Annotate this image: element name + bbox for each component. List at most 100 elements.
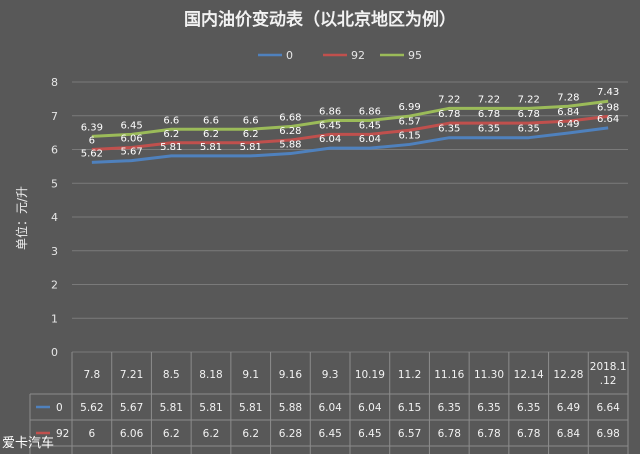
data-label: 5.62 <box>81 148 103 159</box>
data-labels: 5.62 5.67 5.81 5.81 5.81 5.88 6.04 6.04 6.15 6.35… <box>81 87 620 159</box>
data-label: 6.49 <box>557 119 579 130</box>
y-tick-label: 2 <box>51 279 58 292</box>
data-label: 6.45 <box>120 120 142 131</box>
table-cell: 5.67 <box>120 402 143 414</box>
table-cell: 5.81 <box>160 402 183 414</box>
data-label: 7.43 <box>597 87 619 98</box>
y-tick-label: 5 <box>51 177 58 190</box>
data-label: 6.64 <box>597 114 619 125</box>
legend-label-92: 92 <box>351 49 365 62</box>
table-cell: 6.78 <box>477 428 500 440</box>
category-label: 7.21 <box>120 369 143 381</box>
category-label: 10.19 <box>355 369 385 381</box>
category-label: 7.8 <box>84 369 101 381</box>
data-label: 6.6 <box>163 115 179 126</box>
data-label: 7.22 <box>518 94 540 105</box>
data-label: 6.15 <box>398 130 420 141</box>
table-cell: 6.2 <box>203 428 220 440</box>
data-label: 7.22 <box>438 94 460 105</box>
data-label: 7.22 <box>478 94 500 105</box>
category-label: 11.2 <box>398 369 421 381</box>
data-label: 6.35 <box>518 124 540 135</box>
data-label: 6.99 <box>398 102 420 113</box>
data-label: 6.2 <box>243 129 259 140</box>
table-cell: 6.35 <box>438 402 461 414</box>
y-axis-label: 单位：元/升 <box>14 186 29 250</box>
y-tick-label: 6 <box>51 144 58 157</box>
legend-label-0: 0 <box>286 49 293 62</box>
data-label: 6.86 <box>359 106 381 117</box>
data-label: 6.6 <box>243 115 259 126</box>
category-label: 8.5 <box>163 369 180 381</box>
y-tick-label: 4 <box>51 211 58 224</box>
table-cell: 6.28 <box>279 428 302 440</box>
y-axis-ticks: 0 1 2 3 4 5 6 7 8 <box>51 76 58 359</box>
y-tick-label: 3 <box>51 245 58 258</box>
table-cell: 6.45 <box>318 428 341 440</box>
legend: 0 92 95 <box>258 49 422 62</box>
data-label: 5.67 <box>120 147 142 158</box>
y-tick-label: 0 <box>51 346 58 359</box>
category-label: 9.1 <box>242 369 259 381</box>
table-cell: 6.15 <box>398 402 421 414</box>
table-cell: 6.04 <box>318 402 342 414</box>
data-label: 6.68 <box>279 113 301 124</box>
data-label: 6.39 <box>81 122 103 133</box>
series-line-92 <box>91 114 609 151</box>
data-label: 6.78 <box>438 109 460 120</box>
data-label: 6.2 <box>163 129 179 140</box>
series-line-0 <box>91 126 609 164</box>
table-cell: 5.88 <box>279 402 302 414</box>
y-tick-label: 8 <box>51 76 58 89</box>
gridlines <box>72 81 628 353</box>
watermark: 爱卡汽车 <box>2 435 54 451</box>
data-label: 6.98 <box>597 102 619 113</box>
data-table: 7.8 7.21 8.5 8.18 9.1 9.16 9.3 10.19 11.2 11.16 11… <box>29 352 629 454</box>
table-cell: 6.57 <box>398 428 421 440</box>
data-label: 6.35 <box>438 124 460 135</box>
category-label: 11.30 <box>474 369 504 381</box>
data-label: 5.81 <box>200 142 222 153</box>
data-label: 5.88 <box>279 140 301 151</box>
data-label: 7.28 <box>557 92 579 103</box>
category-label: 12.28 <box>553 369 583 381</box>
table-cell: 6.78 <box>517 428 540 440</box>
data-label: 6.57 <box>398 116 420 127</box>
data-label: 6.45 <box>319 120 341 131</box>
data-label: 6.04 <box>319 134 341 145</box>
table-cell: 6.35 <box>477 402 500 414</box>
table-cell: 6.84 <box>557 428 581 440</box>
series-lines <box>91 99 609 164</box>
table-cell: 6.2 <box>242 428 259 440</box>
data-label: 6.04 <box>359 134 381 145</box>
data-label: 6.6 <box>203 115 219 126</box>
data-label: 6.2 <box>203 129 219 140</box>
chart-title: 国内油价变动表（以北京地区为例） <box>184 9 456 30</box>
series-line-95 <box>91 99 609 138</box>
category-label: 9.3 <box>322 369 339 381</box>
category-label: 12.14 <box>514 369 544 381</box>
category-label: 2018.1 <box>590 361 627 373</box>
data-label: 5.81 <box>160 142 182 153</box>
table-cell: 5.62 <box>80 402 103 414</box>
y-tick-label: 1 <box>51 312 58 325</box>
table-cell: 6.49 <box>557 402 580 414</box>
category-label: 8.18 <box>199 369 222 381</box>
category-label: 9.16 <box>279 369 303 381</box>
table-cell: 6 <box>89 428 96 440</box>
table-cell: 5.81 <box>239 402 262 414</box>
table-cell: 6.04 <box>358 402 382 414</box>
table-cell: 6.06 <box>120 428 144 440</box>
legend-label-95: 95 <box>408 49 422 62</box>
table-cell: 6.2 <box>163 428 180 440</box>
data-label: 6.45 <box>359 120 381 131</box>
table-cell: 6.35 <box>517 402 540 414</box>
data-label: 6 <box>89 136 95 147</box>
table-cell: 6.98 <box>596 428 619 440</box>
data-label: 6.28 <box>279 126 301 137</box>
table-cell: 6.64 <box>596 402 620 414</box>
data-label: 6.35 <box>478 124 500 135</box>
table-series-name: 92 <box>56 428 69 440</box>
